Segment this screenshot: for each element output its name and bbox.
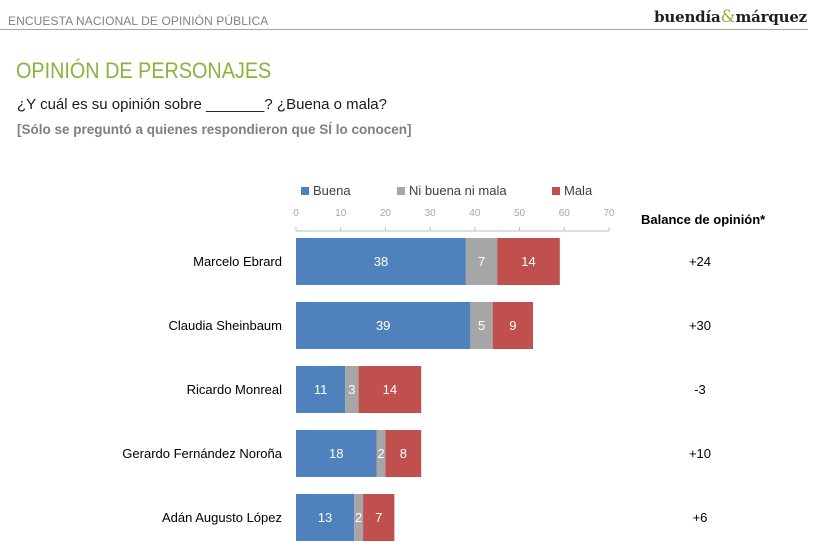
bar-value-label: 38 <box>374 254 388 269</box>
bar-value-label: 8 <box>400 446 407 461</box>
bar-value-label: 7 <box>375 510 382 525</box>
legend-label-2: Mala <box>564 183 593 198</box>
survey-name: ENCUESTA NACIONAL DE OPINIÓN PÚBLICA <box>8 14 269 28</box>
brand-left: buendía <box>654 8 721 26</box>
bar-segment <box>296 366 346 413</box>
balance-value: +30 <box>689 318 711 333</box>
bar-value-label: 39 <box>376 318 390 333</box>
balance-header: Balance de opinión* <box>641 212 766 227</box>
x-tick-label: 70 <box>603 208 615 219</box>
bar-value-label: 5 <box>478 318 485 333</box>
category-label: Ricardo Monreal <box>187 382 282 397</box>
bar-value-label: 13 <box>318 510 332 525</box>
bar-value-label: 3 <box>348 382 355 397</box>
bar-value-label: 9 <box>509 318 516 333</box>
x-tick-label: 20 <box>380 208 392 219</box>
category-label: Claudia Sheinbaum <box>169 318 282 333</box>
bar-segment <box>296 238 466 285</box>
category-label: Gerardo Fernández Noroña <box>122 446 282 461</box>
legend-swatch-1 <box>397 187 405 195</box>
balance-value: -3 <box>694 382 706 397</box>
brand-amp: & <box>720 7 736 27</box>
bar-value-label: 11 <box>314 382 328 397</box>
balance-value: +10 <box>689 446 711 461</box>
category-label: Marcelo Ebrard <box>193 254 282 269</box>
bar-segment <box>385 430 422 477</box>
x-tick-label: 50 <box>514 208 526 219</box>
x-tick-label: 10 <box>335 208 347 219</box>
bar-segment <box>354 494 364 541</box>
brand-right: márquez <box>735 8 807 26</box>
bar-segment <box>497 238 560 285</box>
legend-swatch-0 <box>301 187 309 195</box>
legend-label-0: Buena <box>313 183 351 198</box>
bar-segment <box>296 302 471 349</box>
bar-segment <box>296 494 355 541</box>
header-divider <box>0 29 808 30</box>
page-title: OPINIÓN DE PERSONAJES <box>16 58 272 83</box>
bar-segment <box>358 366 422 413</box>
survey-note: [Sólo se preguntó a quienes respondieron… <box>17 122 412 137</box>
bar-value-label: 2 <box>377 446 384 461</box>
bar-value-label: 18 <box>329 446 343 461</box>
legend-label-1: Ni buena ni mala <box>409 183 507 198</box>
bar-value-label: 7 <box>478 254 485 269</box>
x-tick-label: 30 <box>425 208 437 219</box>
survey-question: ¿Y cuál es su opinión sobre _______? ¿Bu… <box>17 96 387 113</box>
bar-segment <box>465 238 498 285</box>
bar-value-label: 14 <box>383 382 397 397</box>
bar-segment <box>470 302 493 349</box>
bar-value-label: 14 <box>521 254 535 269</box>
bar-segment <box>296 430 377 477</box>
x-tick-label: 60 <box>559 208 571 219</box>
bar-value-label: 2 <box>355 510 362 525</box>
bar-segment <box>492 302 533 349</box>
bar-segment <box>345 366 359 413</box>
brand-logo: buendía&márquez <box>654 7 807 27</box>
balance-value: +24 <box>689 254 711 269</box>
legend-swatch-2 <box>552 187 560 195</box>
x-tick-label: 40 <box>469 208 481 219</box>
bar-segment <box>363 494 395 541</box>
category-label: Adán Augusto López <box>162 510 282 525</box>
balance-value: +6 <box>693 510 708 525</box>
x-tick-label: 0 <box>293 208 299 219</box>
bar-segment <box>376 430 386 477</box>
